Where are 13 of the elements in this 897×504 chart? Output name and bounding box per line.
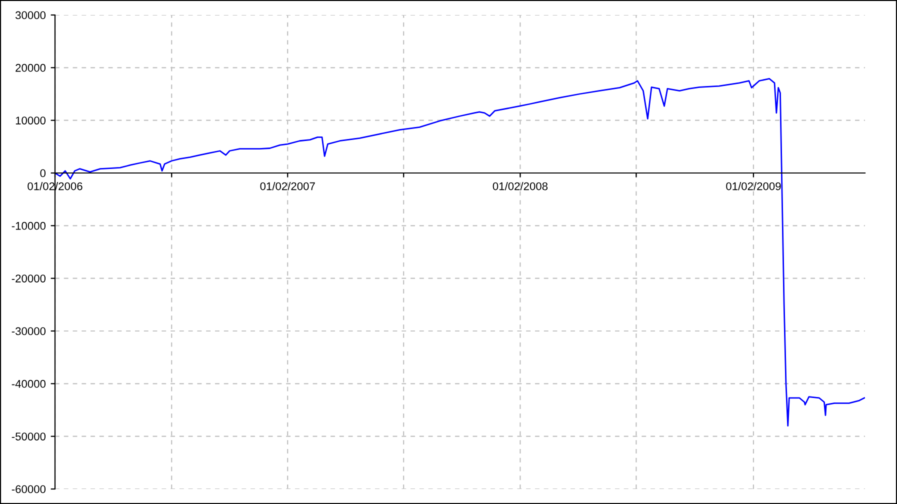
- y-tick-label: 30000: [16, 11, 46, 20]
- y-tick-label: -50000: [12, 432, 46, 440]
- x-tick-label: 01/02/2009: [726, 182, 781, 190]
- y-tick-label: -60000: [12, 485, 46, 494]
- y-tick-label: 0: [40, 169, 46, 178]
- y-tick-label: -40000: [12, 380, 46, 388]
- y-tick-label: -20000: [12, 274, 46, 282]
- y-tick-label: -10000: [12, 222, 46, 230]
- x-tick-label: 01/02/2008: [492, 182, 548, 190]
- y-tick-label: 10000: [16, 116, 46, 124]
- y-tick-label: -30000: [12, 327, 46, 336]
- y-tick-label: 20000: [16, 64, 46, 72]
- x-tick-label: 01/02/2007: [260, 182, 315, 190]
